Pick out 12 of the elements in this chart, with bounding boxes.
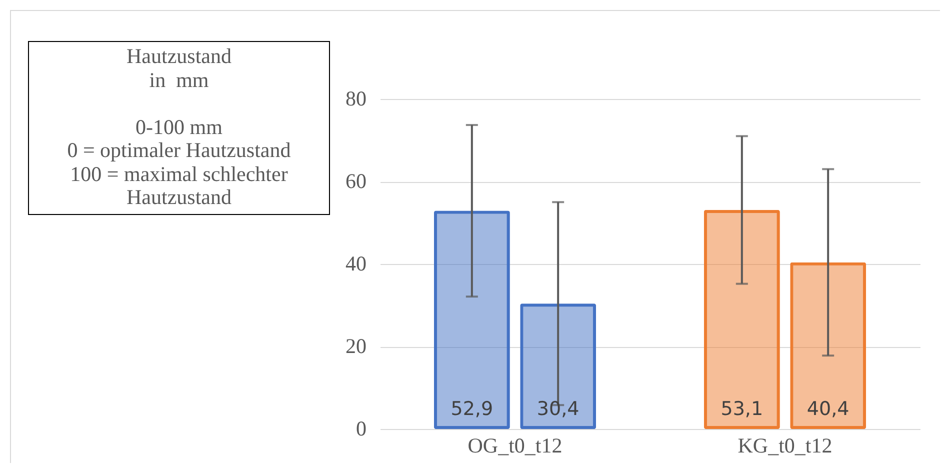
y-tick-label: 80: [346, 86, 366, 110]
data-label: 53,1: [720, 398, 764, 420]
y-tick-label: 0: [356, 416, 366, 440]
data-label: 40,4: [806, 398, 850, 420]
text: Hautzustand in mm 0-100 mm 0 = optimaler Hautzustand 100 = maximal schlechter Hautzustand: [66, 44, 292, 210]
data-label: 30,4: [536, 398, 580, 420]
y-tick-label: 60: [346, 169, 366, 193]
x-tick-label: KG_t0_t12: [738, 434, 832, 458]
data-label: 52,9: [450, 398, 494, 420]
x-tick-label: OG_t0_t12: [468, 434, 562, 458]
y-tick-label: 20: [346, 334, 366, 358]
y-tick-label: 40: [346, 252, 366, 276]
